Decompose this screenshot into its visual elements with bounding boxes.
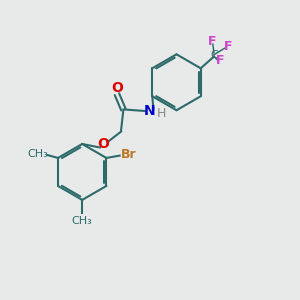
Text: F: F [208, 35, 217, 48]
Text: O: O [98, 137, 109, 151]
Text: CH₃: CH₃ [27, 149, 48, 159]
Text: F: F [224, 40, 233, 53]
Text: C: C [211, 50, 218, 60]
Text: F: F [216, 53, 224, 67]
Text: CH₃: CH₃ [72, 216, 93, 226]
Text: Br: Br [121, 148, 136, 161]
Text: H: H [156, 107, 166, 120]
Text: N: N [144, 104, 156, 118]
Text: O: O [111, 81, 123, 95]
